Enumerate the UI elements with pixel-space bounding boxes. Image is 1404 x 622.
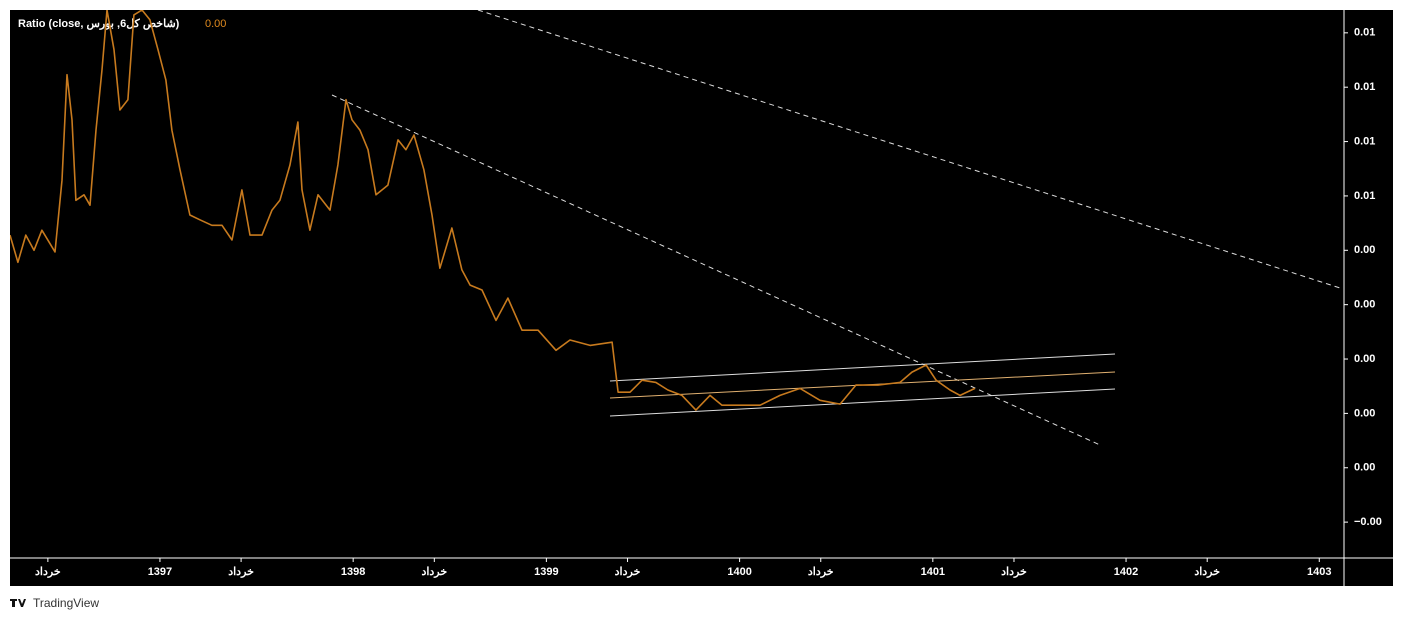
trend-line [477, 10, 1341, 289]
x-tick-label: 1399 [534, 566, 558, 578]
x-tick-label: 1403 [1307, 566, 1331, 578]
watermark-text: TradingView [33, 596, 99, 610]
x-tick-label: خرداد [808, 566, 834, 578]
y-tick-label: −0.00 [1354, 516, 1382, 528]
x-tick-label: خرداد [1001, 566, 1027, 578]
channel-line [609, 353, 1116, 382]
x-tick-label: 1402 [1114, 566, 1138, 578]
legend-title: Ratio (close, شاخص کل6, بورس) [18, 18, 180, 30]
x-tick-label: خرداد [421, 566, 447, 578]
x-tick-label: خرداد [35, 566, 61, 578]
y-tick-label: 0.00 [1354, 407, 1375, 419]
x-tick-label: خرداد [615, 566, 641, 578]
x-tick-label: 1400 [727, 566, 751, 578]
series-line [10, 10, 976, 411]
y-tick-label: 0.01 [1354, 190, 1375, 202]
y-tick-label: 0.01 [1354, 81, 1375, 93]
legend-value: 0.00 [205, 18, 226, 30]
y-tick-label: 0.00 [1354, 462, 1375, 474]
watermark: TradingView [10, 596, 99, 610]
plot-area [10, 10, 976, 411]
y-tick-label: 0.00 [1354, 244, 1375, 256]
logo [10, 599, 26, 607]
chart-background [10, 10, 1393, 586]
y-tick-label: 0.00 [1354, 353, 1375, 365]
trend-line [331, 94, 1101, 446]
x-tick-label: 1397 [148, 566, 172, 578]
x-tick-label: خرداد [228, 566, 254, 578]
x-tick-label: 1401 [921, 566, 945, 578]
x-tick-label: خرداد [1194, 566, 1220, 578]
y-tick-label: 0.01 [1354, 27, 1375, 39]
channel-line [609, 388, 1116, 417]
y-tick-label: 0.00 [1354, 299, 1375, 311]
y-tick-label: 0.01 [1354, 135, 1375, 147]
x-tick-label: 1398 [341, 566, 365, 578]
